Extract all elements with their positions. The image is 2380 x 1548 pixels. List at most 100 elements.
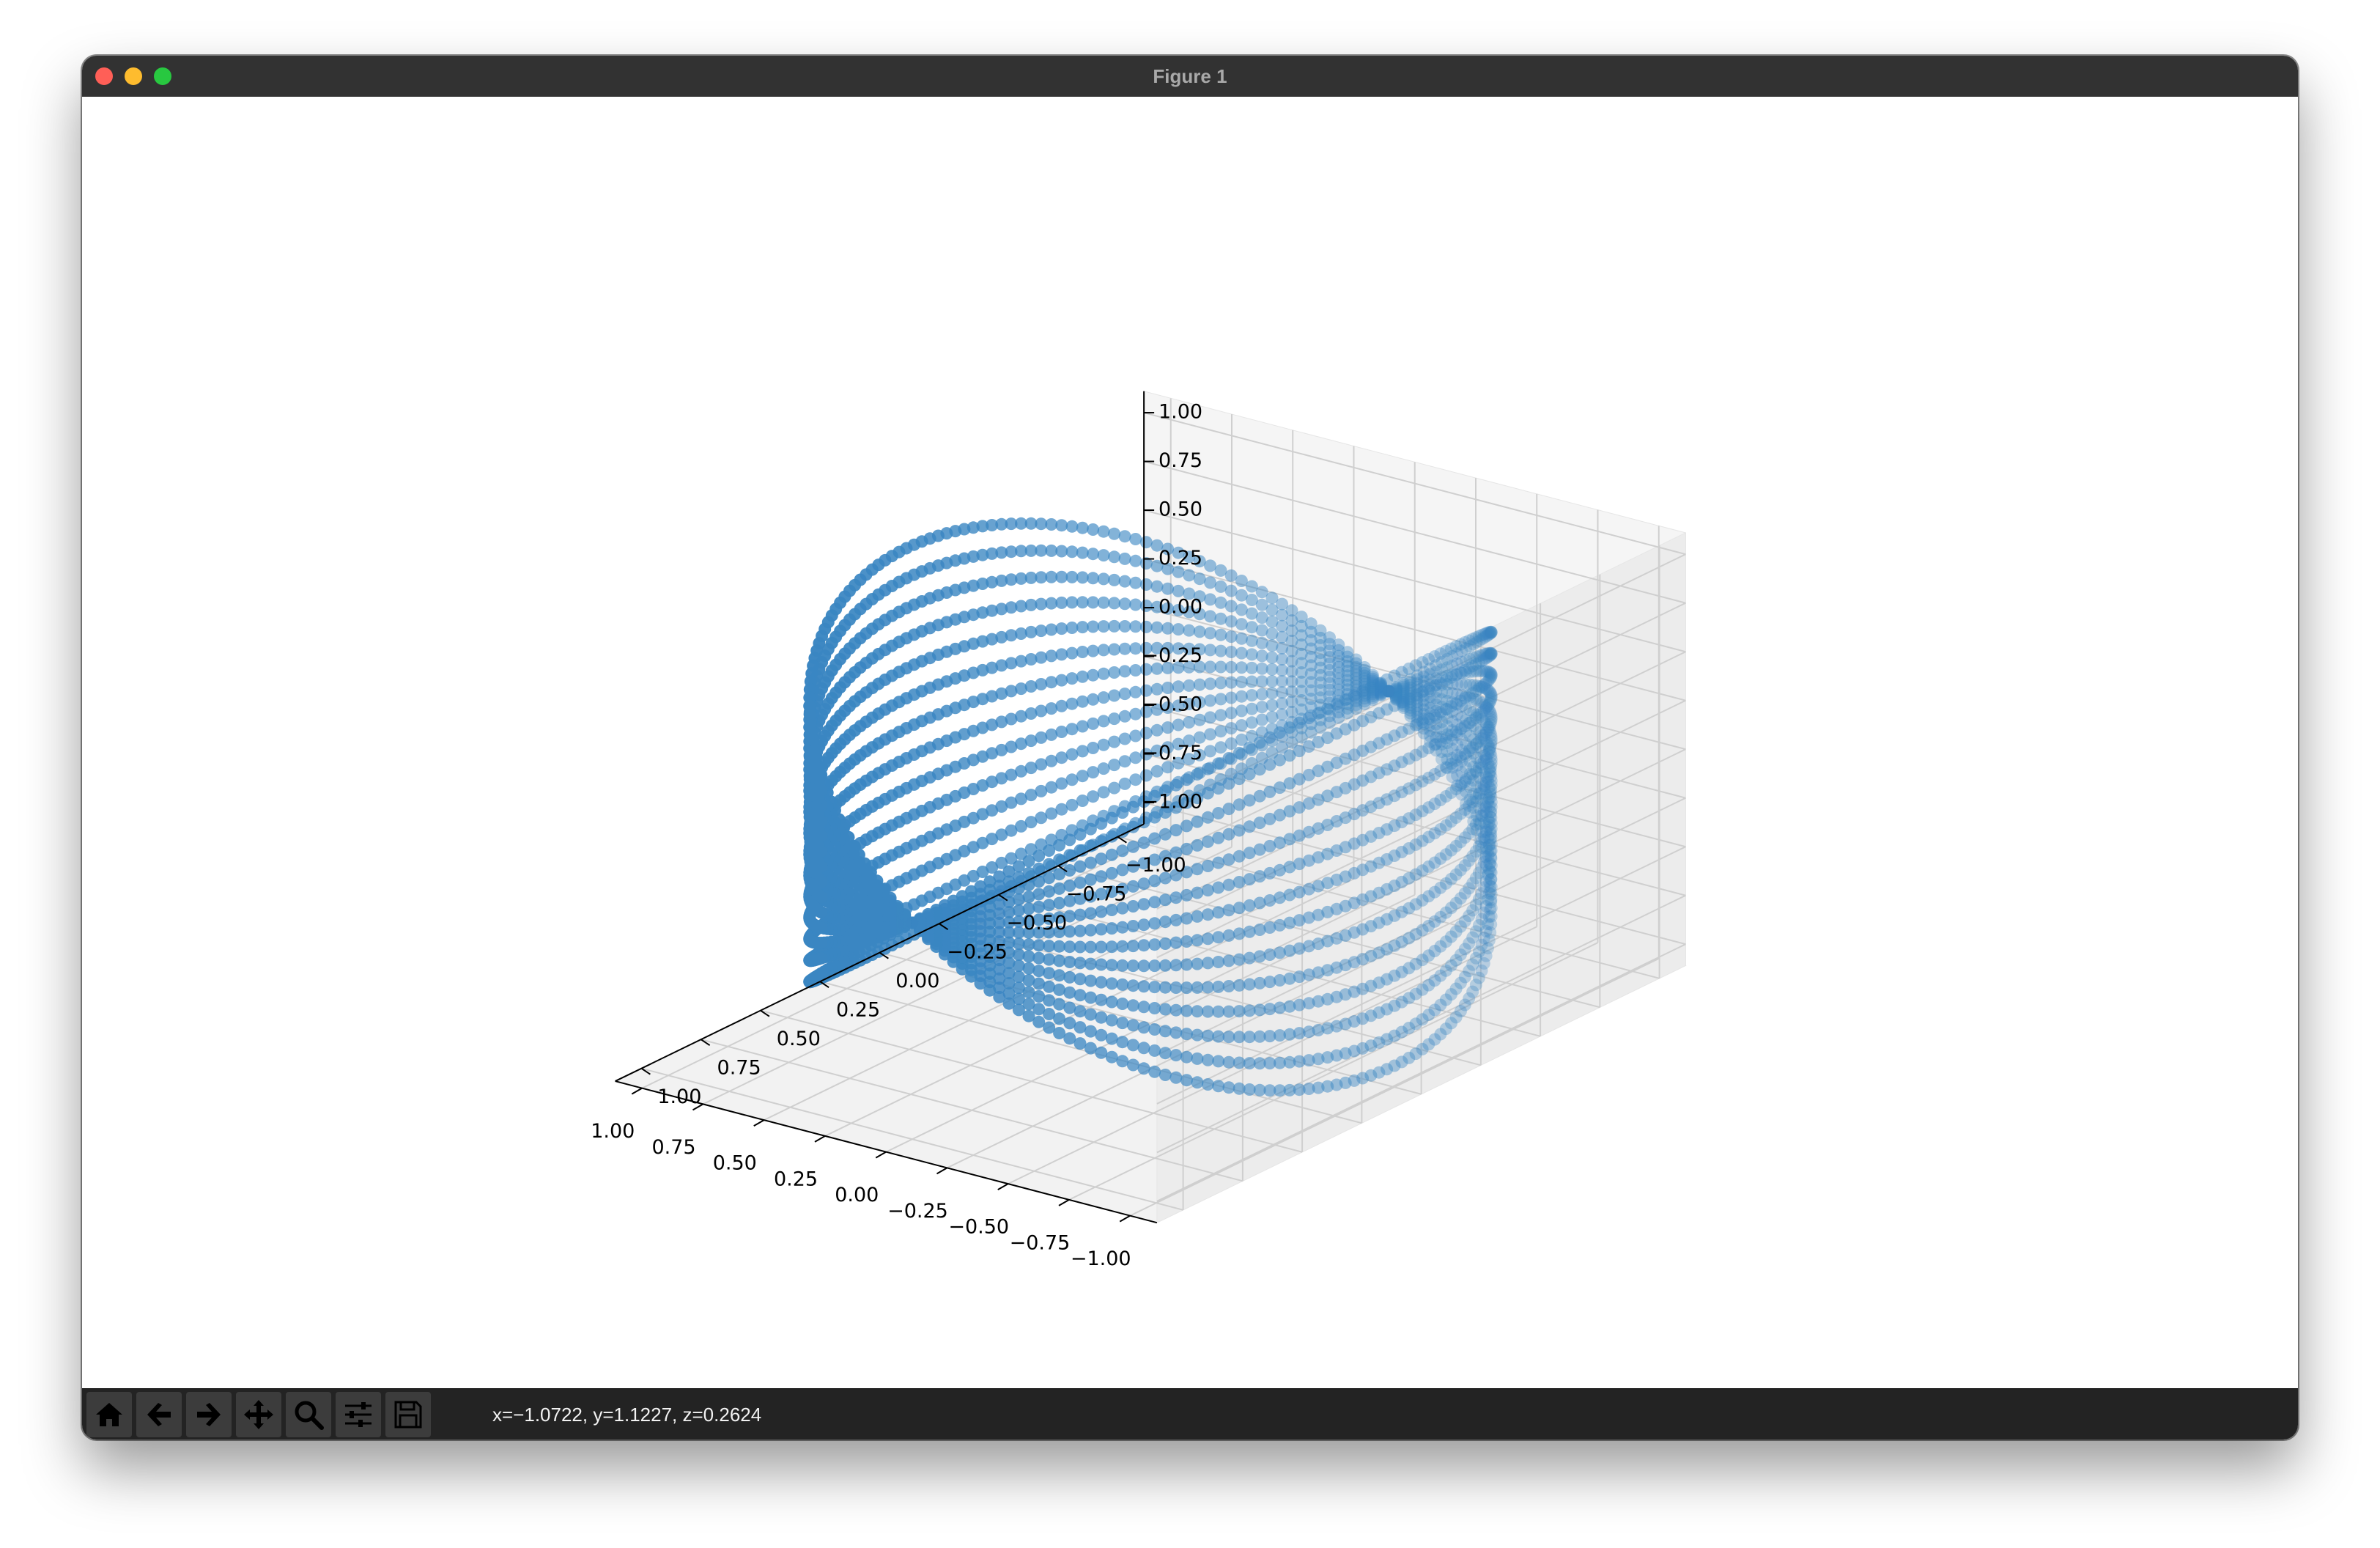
scatter-point — [1232, 927, 1246, 940]
forward-button[interactable] — [186, 1392, 232, 1437]
scatter-point — [1485, 859, 1498, 872]
scatter-point — [1388, 1059, 1401, 1072]
scatter-point — [1404, 673, 1417, 686]
scatter-point — [1283, 749, 1296, 762]
minimize-window-button[interactable] — [125, 67, 142, 85]
scatter-point — [1472, 630, 1485, 643]
scatter-point — [1484, 671, 1497, 685]
scatter-point — [1276, 664, 1289, 677]
scatter-point — [1485, 688, 1498, 701]
scatter-point — [1466, 931, 1479, 944]
scatter-point — [976, 548, 989, 561]
zoom-window-button[interactable] — [154, 67, 171, 85]
x-axis-line — [615, 1080, 1158, 1224]
scatter-point — [1137, 939, 1150, 952]
scatter-point — [1243, 951, 1256, 965]
scatter-point — [1180, 773, 1193, 786]
scatter-point — [1485, 838, 1498, 851]
save-button[interactable] — [385, 1392, 431, 1437]
scatter-point — [1193, 678, 1206, 691]
scatter-point — [1314, 624, 1327, 637]
scatter-point — [1212, 931, 1225, 944]
scatter-point — [1304, 634, 1318, 647]
scatter-point — [1482, 626, 1496, 639]
scatter-point — [1475, 964, 1488, 977]
scatter-point — [1402, 782, 1416, 795]
scatter-point — [1158, 806, 1172, 819]
scatter-point — [1118, 597, 1131, 611]
scatter-point — [1276, 697, 1289, 710]
scatter-point — [1434, 852, 1447, 865]
scatter-point — [1332, 694, 1345, 707]
scatter-point — [1012, 981, 1025, 995]
pan-button[interactable] — [236, 1392, 281, 1437]
scatter-point — [1045, 597, 1058, 610]
scatter-point — [1470, 650, 1483, 663]
scatter-point — [1285, 696, 1298, 708]
scatter-point — [983, 984, 997, 997]
scatter-point — [1073, 989, 1087, 1002]
scatter-point — [1253, 870, 1266, 883]
scatter-point — [1451, 647, 1464, 660]
scatter-point — [1137, 877, 1150, 891]
scatter-point — [1402, 692, 1416, 705]
scatter-point — [1374, 680, 1387, 693]
close-window-button[interactable] — [95, 67, 113, 85]
scatter-point — [1402, 1022, 1416, 1034]
scatter-point — [1172, 642, 1185, 655]
scatter-point — [1341, 688, 1354, 701]
configure-subplots-button[interactable] — [336, 1392, 381, 1437]
scatter-point — [1482, 673, 1496, 686]
scatter-point — [1479, 900, 1493, 913]
floppy-disk-icon — [394, 1401, 422, 1429]
scatter-point — [1439, 964, 1452, 977]
scatter-point — [1232, 824, 1246, 837]
scatter-point — [1477, 957, 1490, 970]
scatter-point — [1395, 756, 1408, 769]
scatter-point — [1350, 668, 1363, 681]
scatter-point — [1224, 737, 1238, 750]
3d-scatter-plot[interactable]: 1.000.750.500.250.00−0.25−0.50−0.75−1.00… — [82, 97, 2298, 1388]
scatter-point — [1366, 693, 1379, 707]
scatter-point — [1473, 679, 1486, 693]
scatter-point — [1485, 866, 1498, 879]
scatter-point — [1417, 717, 1430, 730]
scatter-point — [1180, 796, 1193, 809]
scatter-point — [1356, 953, 1370, 966]
scatter-point — [1255, 688, 1268, 701]
scatter-point — [1428, 797, 1441, 811]
scatter-point — [806, 734, 819, 746]
scatter-point — [995, 602, 1008, 616]
scatter-point — [1381, 673, 1394, 686]
scatter-point — [1424, 690, 1437, 704]
scatter-point — [1148, 874, 1161, 888]
scatter-point — [1428, 679, 1441, 693]
home-button[interactable] — [86, 1392, 132, 1437]
scatter-point — [1477, 932, 1490, 945]
scatter-point — [1422, 682, 1435, 696]
scatter-point — [1435, 753, 1449, 766]
scatter-point — [1043, 980, 1056, 993]
scatter-point — [1108, 573, 1121, 586]
scatter-point — [1381, 703, 1394, 716]
scatter-point — [1139, 620, 1153, 633]
scatter-point — [1482, 649, 1496, 663]
scatter-point — [1095, 835, 1108, 848]
scatter-point — [1002, 936, 1016, 949]
scatter-point — [1126, 1019, 1139, 1032]
scatter-point — [1263, 1084, 1276, 1097]
x-axis-tick-mark — [1119, 1215, 1131, 1223]
scatter-point — [1245, 689, 1258, 702]
scatter-point — [1417, 679, 1430, 693]
scatter-point — [806, 862, 819, 875]
scatter-point — [1150, 641, 1164, 655]
scatter-point — [1445, 844, 1457, 857]
zoom-button[interactable] — [286, 1392, 331, 1437]
scatter-point — [1484, 787, 1497, 800]
scatter-point — [1424, 674, 1437, 687]
back-button[interactable] — [136, 1392, 182, 1437]
scatter-point — [1076, 521, 1089, 534]
scatter-point — [1481, 796, 1494, 809]
figure-canvas[interactable]: 1.00 0.75 0.50 0.25 0.00 −0.25 −0.50 −0.75 −1.00… — [82, 97, 2298, 1388]
x-axis-tick-label: 1.00 — [591, 1120, 635, 1143]
